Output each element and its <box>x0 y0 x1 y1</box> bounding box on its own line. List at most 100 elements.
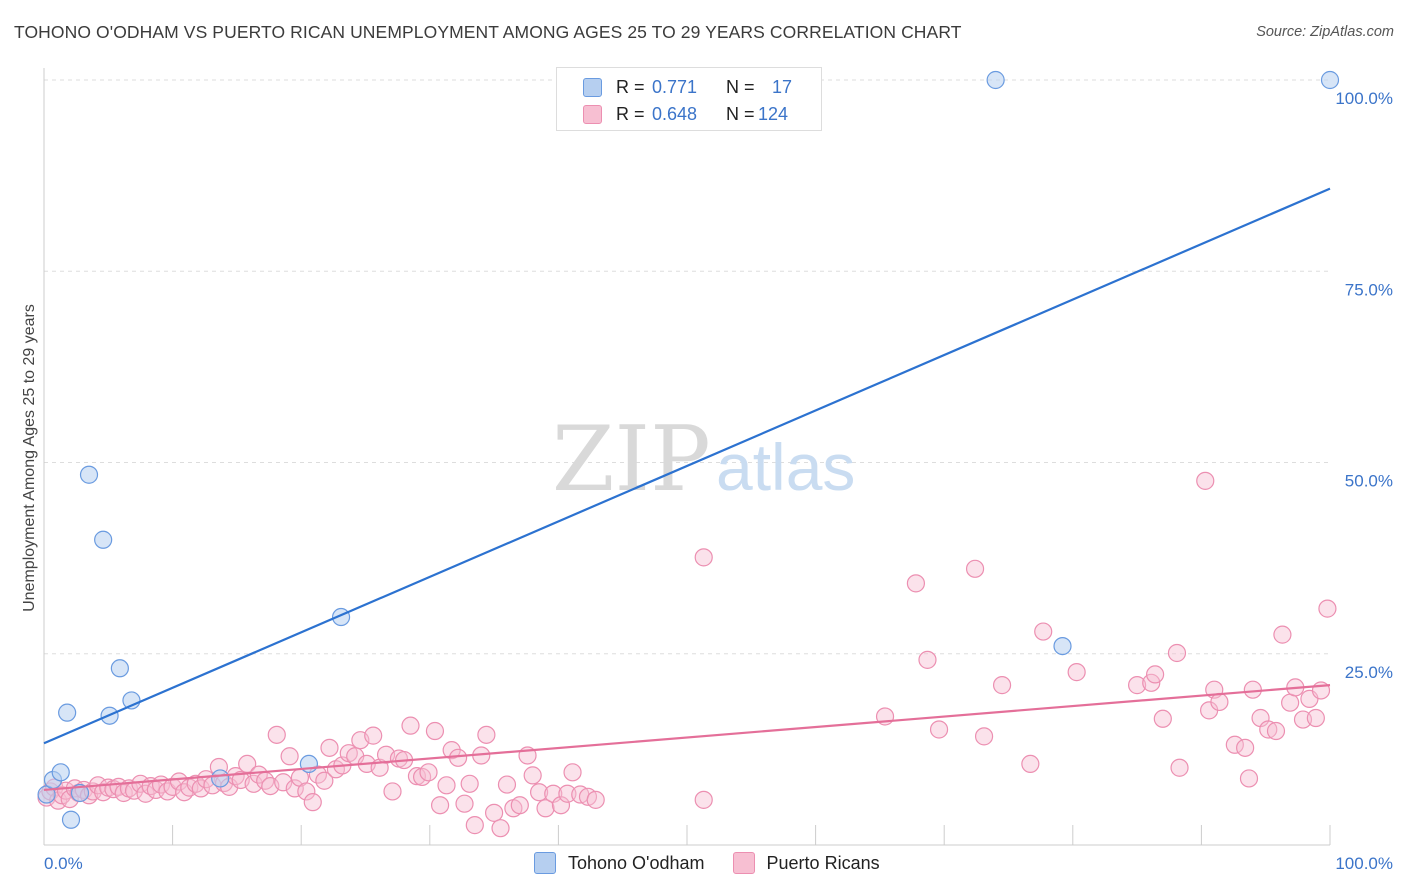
data-point-puerto-ricans <box>485 803 504 822</box>
legend-n-label: N = <box>726 76 755 97</box>
data-point-puerto-ricans <box>965 559 985 578</box>
data-point-puerto-ricans <box>1273 625 1292 644</box>
data-point-puerto-ricans <box>1146 665 1165 684</box>
data-point-puerto-ricans <box>303 793 322 812</box>
trend-line-puerto-ricans <box>43 684 1331 792</box>
data-point-puerto-ricans <box>510 796 529 815</box>
watermark-atlas: atlas <box>716 430 855 504</box>
data-point-puerto-ricans <box>383 782 402 801</box>
data-point-tohono-oodham <box>94 530 113 549</box>
legend-row-puerto-ricans: R = 0.648 N = 124 <box>583 102 788 126</box>
legend-n-value: 124 <box>758 103 789 124</box>
axes <box>43 68 1331 846</box>
data-point-tohono-oodham <box>986 70 1005 90</box>
data-point-puerto-ricans <box>437 776 456 795</box>
data-point-puerto-ricans <box>1243 680 1262 699</box>
data-point-puerto-ricans <box>1281 693 1300 712</box>
data-point-puerto-ricans <box>1034 622 1053 641</box>
legend-item-label: Tohono O'odham <box>568 852 705 873</box>
data-point-tohono-oodham <box>61 810 81 829</box>
data-point-tohono-oodham <box>1053 636 1072 656</box>
data-point-puerto-ricans <box>586 790 605 809</box>
legend-swatch-pink <box>732 852 755 874</box>
data-point-puerto-ricans <box>558 784 577 803</box>
data-point-puerto-ricans <box>906 574 926 593</box>
legend-row-tohono: R = 0.771 N = 17 <box>583 75 792 99</box>
correlation-legend: R = 0.771 N = 17 R = 0.648 N = 124 <box>556 67 822 131</box>
source-label: Source: ZipAtlas.com <box>1256 24 1394 40</box>
data-point-puerto-ricans <box>530 783 549 802</box>
data-point-puerto-ricans <box>536 799 555 818</box>
data-point-puerto-ricans <box>477 725 496 744</box>
trend-line-tohono-oodham <box>43 187 1331 745</box>
data-point-puerto-ricans <box>274 773 293 792</box>
x-tick-label: 0.0% <box>44 854 83 873</box>
data-point-puerto-ricans <box>448 748 468 767</box>
watermark: ZIP atlas <box>552 407 855 512</box>
data-point-tohono-oodham <box>70 783 90 803</box>
data-point-puerto-ricans <box>918 650 937 669</box>
data-point-puerto-ricans <box>419 763 438 782</box>
series-puerto-ricans <box>37 471 1337 838</box>
data-point-puerto-ricans <box>694 548 713 567</box>
data-point-puerto-ricans <box>1266 721 1286 741</box>
data-point-puerto-ricans <box>407 767 427 786</box>
grid <box>44 79 1330 655</box>
trend-lines <box>43 187 1331 792</box>
data-point-puerto-ricans <box>280 747 299 766</box>
legend-item-puerto-ricans[interactable]: Puerto Ricans <box>732 852 880 874</box>
legend-r-value: 0.771 <box>652 76 698 97</box>
data-point-puerto-ricans <box>1210 692 1229 712</box>
data-point-puerto-ricans <box>1021 754 1040 774</box>
data-point-puerto-ricans <box>1306 708 1325 728</box>
legend-item-label: Puerto Ricans <box>766 852 880 873</box>
legend-swatch-blue <box>583 77 602 97</box>
y-tick-label: 50.0% <box>1345 472 1393 491</box>
series-legend: Tohono O'odham Puerto Ricans <box>534 852 908 874</box>
legend-item-tohono[interactable]: Tohono O'odham <box>534 852 705 874</box>
data-point-puerto-ricans <box>551 796 571 815</box>
data-point-puerto-ricans <box>1167 643 1187 663</box>
data-point-puerto-ricans <box>1067 663 1086 682</box>
legend-r-label: R = <box>616 76 645 97</box>
data-point-puerto-ricans <box>1318 599 1337 618</box>
data-point-puerto-ricans <box>315 771 334 790</box>
tick-labels: 25.0% 50.0% 75.0% 100.0% 0.0% 100.0% <box>44 89 1393 873</box>
data-point-puerto-ricans <box>297 782 316 801</box>
data-point-puerto-ricans <box>1239 769 1259 788</box>
data-point-puerto-ricans <box>1259 720 1278 739</box>
data-point-puerto-ricans <box>1153 709 1172 728</box>
data-point-puerto-ricans <box>401 716 420 735</box>
data-point-puerto-ricans <box>1236 738 1255 757</box>
data-point-puerto-ricans <box>364 726 383 745</box>
data-point-tohono-oodham <box>51 763 70 782</box>
data-point-puerto-ricans <box>523 766 542 785</box>
data-point-puerto-ricans <box>455 794 474 813</box>
data-point-tohono-oodham <box>1320 70 1340 90</box>
data-point-puerto-ricans <box>974 727 994 746</box>
x-tick-label: 100.0% <box>1335 854 1393 873</box>
data-point-puerto-ricans <box>694 790 713 809</box>
legend-swatch-pink <box>583 104 602 124</box>
data-point-puerto-ricans <box>1127 676 1147 695</box>
data-point-puerto-ricans <box>425 721 445 741</box>
data-point-puerto-ricans <box>1225 735 1244 754</box>
data-point-tohono-oodham <box>79 465 99 484</box>
legend-swatch-blue <box>534 852 556 874</box>
y-tick-label: 25.0% <box>1345 663 1393 682</box>
data-point-puerto-ricans <box>929 720 949 739</box>
data-point-tohono-oodham <box>110 659 129 678</box>
legend-r-label: R = <box>616 103 645 124</box>
data-point-puerto-ricans <box>285 779 304 798</box>
chart-title: TOHONO O'ODHAM VS PUERTO RICAN UNEMPLOYM… <box>14 22 962 42</box>
series-tohono-oodham <box>37 70 1340 829</box>
y-tick-label: 75.0% <box>1345 280 1393 299</box>
data-point-puerto-ricans <box>497 775 517 794</box>
data-point-puerto-ricans <box>412 767 432 787</box>
data-point-puerto-ricans <box>1142 673 1161 692</box>
data-point-puerto-ricans <box>460 774 479 793</box>
data-point-puerto-ricans <box>992 676 1012 695</box>
data-point-tohono-oodham <box>58 703 77 722</box>
data-point-puerto-ricans <box>430 796 450 815</box>
